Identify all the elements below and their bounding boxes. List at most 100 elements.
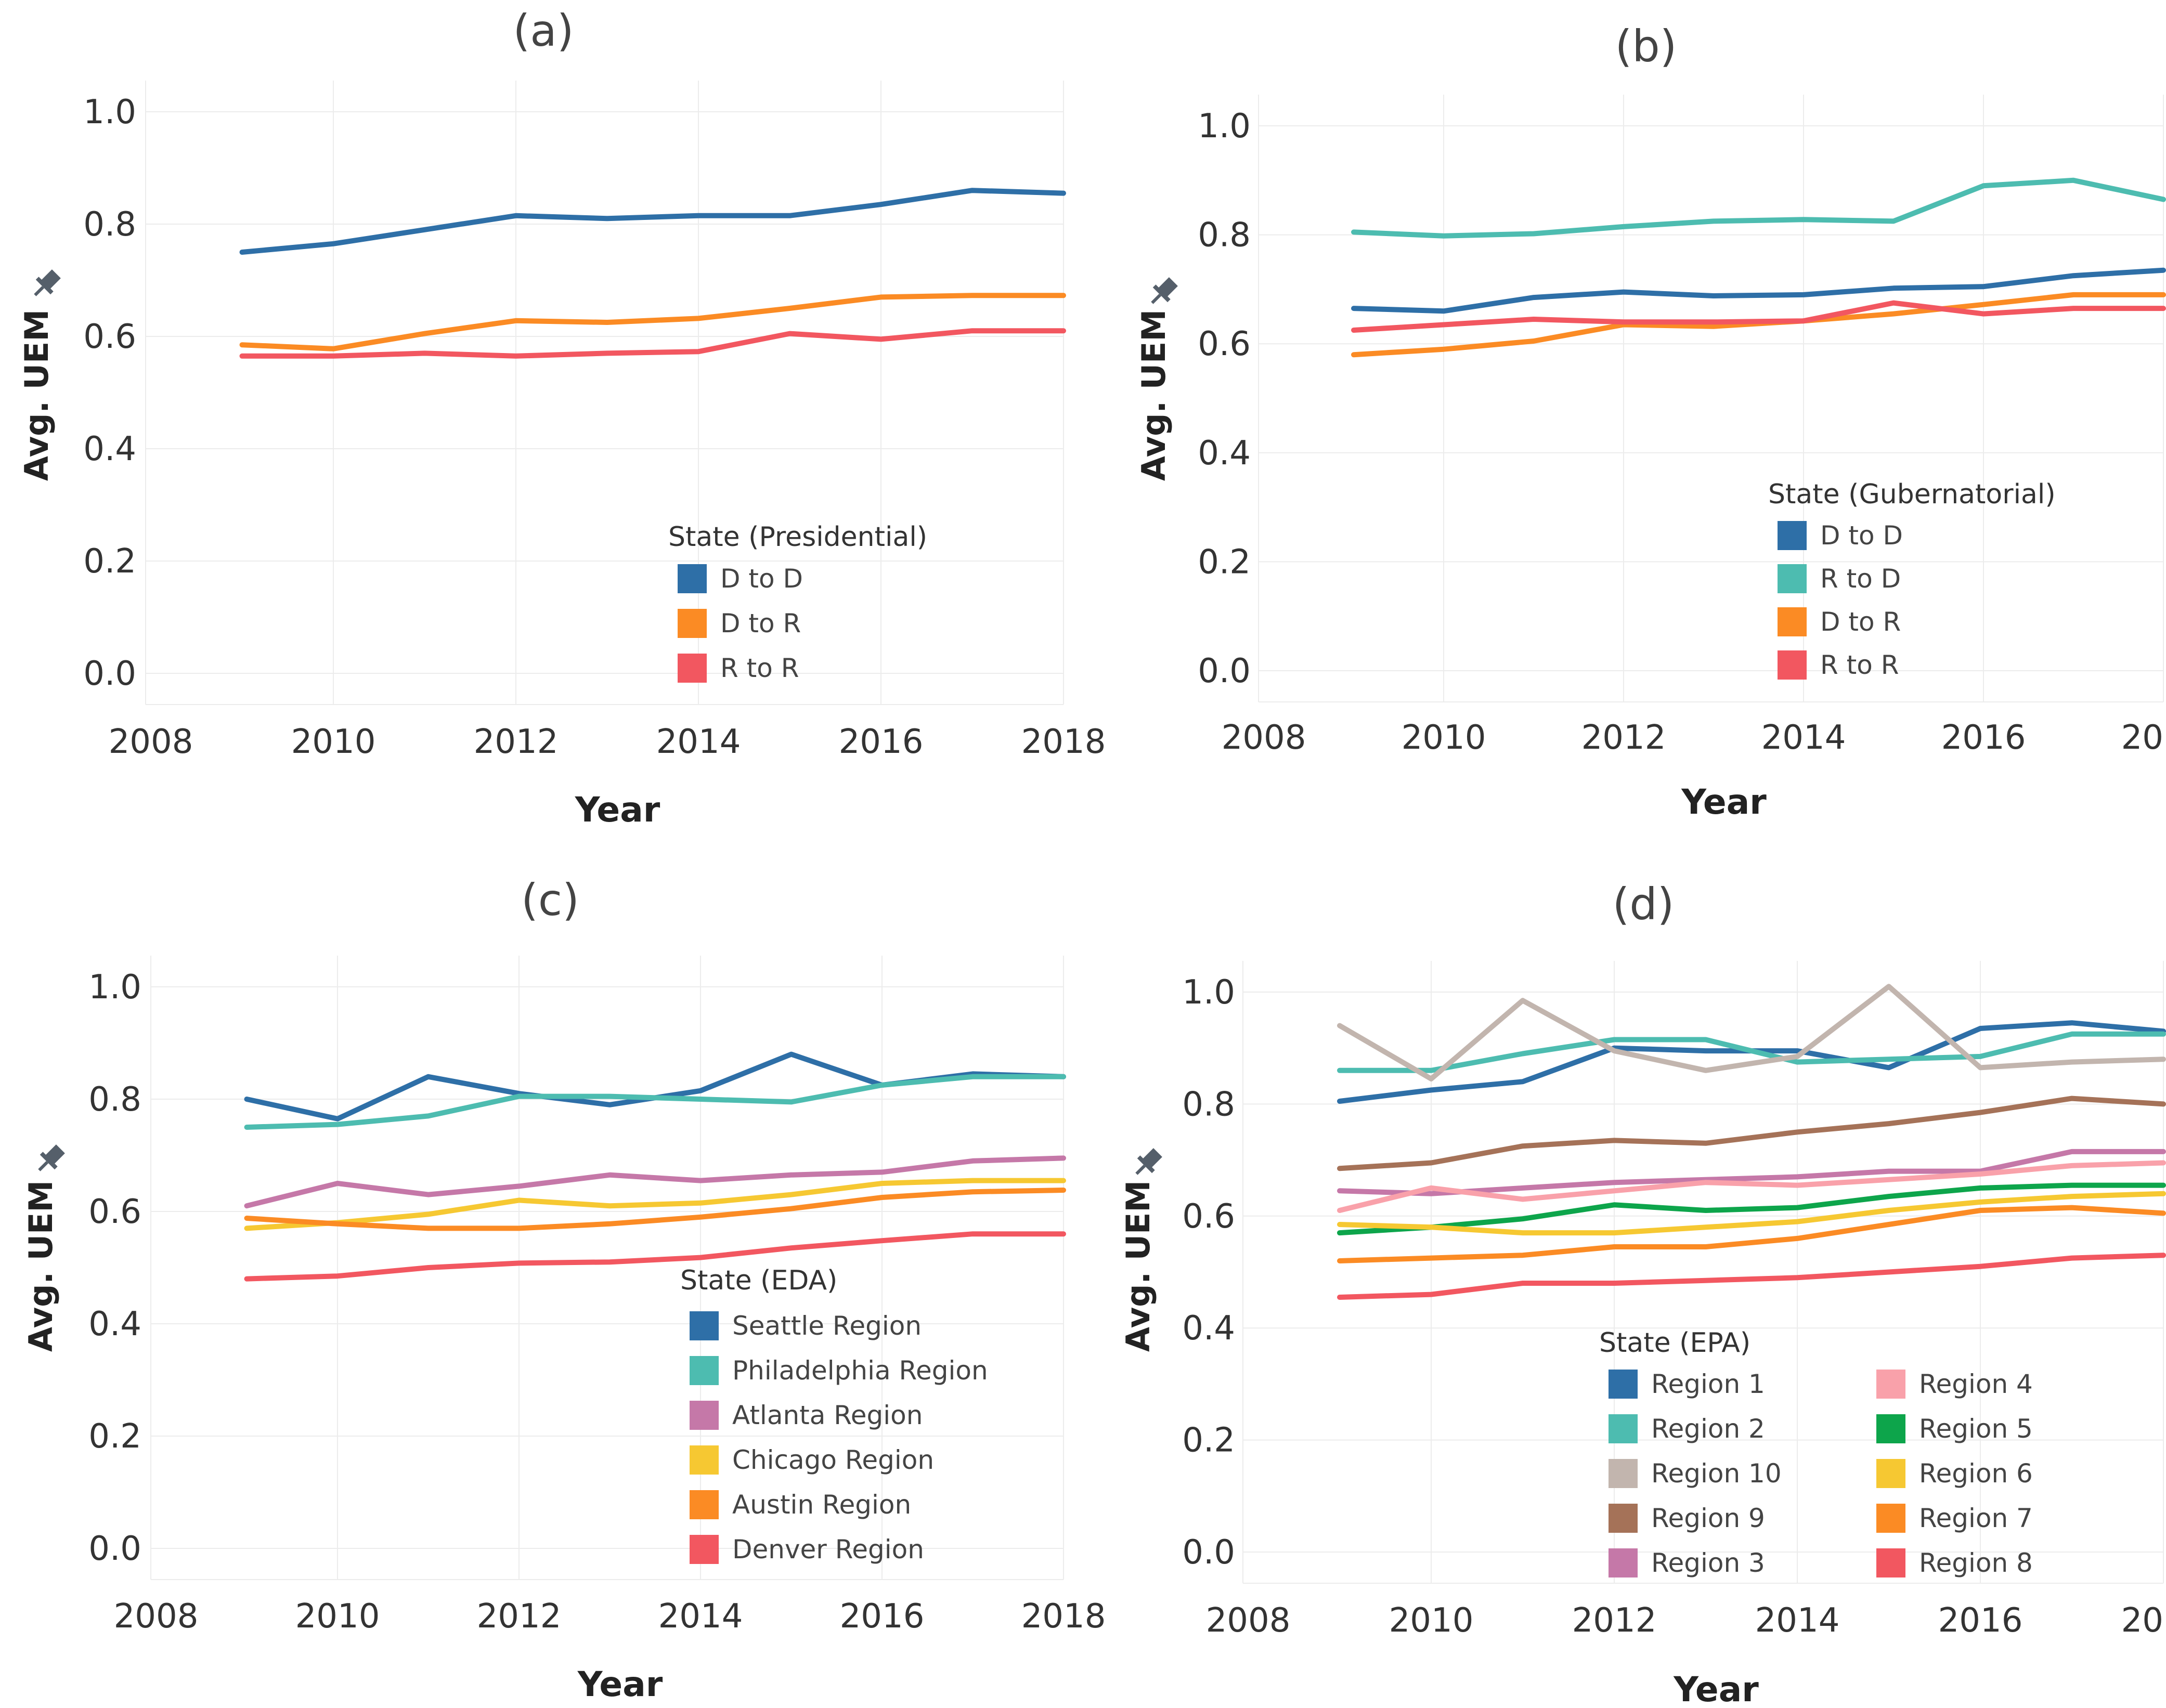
legend-label: R to R [1820,650,1899,680]
pin-icon-needle [1135,1164,1146,1175]
legend-item[interactable]: Region 1 [1609,1369,1765,1399]
legend-label: Region 7 [1919,1503,2033,1533]
pin-icon [34,269,61,296]
pin-icon [38,1144,65,1171]
legend-item[interactable]: Region 9 [1609,1503,1765,1533]
x-tick-label: 2008 [1222,719,1306,757]
legend-swatch [690,1535,719,1564]
legend-swatch [678,564,707,593]
legend-item[interactable]: Region 4 [1876,1369,2033,1399]
y-tick-label: 0.2 [1198,543,1251,581]
y-tick-label: 0.0 [1182,1533,1235,1572]
legend-title: State (Presidential) [668,521,927,553]
chart-title: (b) [1615,21,1677,72]
series-line [244,1155,1066,1209]
y-tick-label: 0.8 [1198,216,1251,255]
legend-swatch [1876,1414,1905,1443]
legend-item[interactable]: Denver Region [690,1534,924,1564]
legend-item[interactable]: Region 8 [1876,1548,2033,1578]
legend-item[interactable]: D to D [678,564,803,594]
y-axis-label: Avg. UEM [1135,309,1173,481]
pin-icon-collar [40,1152,58,1170]
x-axis-label: Year [1681,782,1767,822]
legend-swatch [1609,1548,1638,1577]
legend-label: Region 4 [1919,1369,2033,1399]
legend-title: State (Gubernatorial) [1768,479,2056,510]
legend-label: D to D [720,564,803,594]
y-tick-label: 0.6 [83,318,136,356]
legend-label: Denver Region [732,1534,924,1564]
legend-swatch [690,1490,719,1519]
series-line [1337,1149,2166,1196]
series-line [1351,177,2166,239]
y-tick-label: 0.0 [1198,652,1251,690]
legend-label: D to R [1820,607,1901,637]
x-tick-label: 2016 [1941,719,2026,757]
legend-item[interactable]: Atlanta Region [690,1400,923,1430]
x-tick-label: 2014 [658,1597,743,1636]
legend-label: R to R [720,653,799,683]
chart-panel: (a) 0.0 0.2 0.4 0.6 0.8 1.0 2008 2010 2012 2014 201… [18,5,1106,830]
y-tick-label: 0.4 [1182,1309,1235,1348]
y-tick-label: 0.4 [88,1305,141,1344]
legend-swatch [1778,650,1807,680]
series-line [1337,984,2166,1081]
pin-icon-collar [35,277,54,295]
series-line [244,1051,1066,1122]
legend-item[interactable]: Region 7 [1876,1503,2033,1533]
chart-title: (c) [521,875,579,925]
legend-item[interactable]: R to D [1778,564,1901,594]
legend-item[interactable]: Region 5 [1876,1414,2033,1444]
legend-item[interactable]: Austin Region [690,1490,911,1520]
y-tick-label: 1.0 [1182,973,1235,1012]
legend-item[interactable]: R to R [678,653,799,683]
y-tick-label: 0.4 [1198,434,1251,473]
y-axis-label: Avg. UEM [22,1180,60,1352]
legend-item[interactable]: Region 3 [1609,1548,1765,1578]
legend-swatch [1609,1370,1638,1399]
y-tick-label: 0.2 [1182,1422,1235,1460]
legend-label: Austin Region [732,1490,911,1520]
legend-label: R to D [1820,564,1901,594]
legend-title: State (EPA) [1599,1327,1750,1359]
legend-swatch [678,609,707,638]
legend-item[interactable]: D to D [1778,520,1903,551]
legend-item[interactable]: Seattle Region [690,1311,922,1341]
x-tick-label: 2018 [1021,1597,1106,1636]
legend-item[interactable]: Region 10 [1609,1458,1782,1489]
legend-item[interactable]: Chicago Region [690,1445,934,1475]
legend-label: Philadelphia Region [732,1355,988,1386]
x-tick-label: 2014 [1755,1601,1840,1640]
legend-swatch [1876,1370,1905,1399]
legend-swatch [1876,1459,1905,1488]
legend-label: Region 9 [1651,1503,1765,1533]
series-line [244,1178,1066,1231]
legend-item[interactable]: D to R [678,608,801,638]
legend-item[interactable]: Philadelphia Region [690,1355,988,1386]
pin-icon-collar [1152,284,1171,303]
legend-label: Region 10 [1651,1458,1782,1489]
legend-item[interactable]: Region 6 [1876,1458,2033,1489]
legend-swatch [678,654,707,683]
x-tick-label: 2008 [114,1597,199,1636]
series-line [239,188,1066,255]
y-tick-label: 0.8 [83,205,136,244]
x-tick-label: 2010 [291,723,376,761]
chart-title: (d) [1613,879,1675,930]
legend-swatch [690,1311,719,1340]
series-line [1351,300,2166,333]
legend-item[interactable]: Region 2 [1609,1414,1765,1444]
legend-swatch [1778,564,1807,593]
y-tick-label: 0.8 [1182,1085,1235,1124]
legend-swatch [1876,1548,1905,1577]
legend: State (Presidential) D to D D to R R to R [668,521,927,683]
x-tick-label: 2012 [1572,1601,1657,1640]
legend-label: Chicago Region [732,1445,934,1475]
y-tick-label: 0.8 [88,1080,141,1119]
legend-swatch [690,1356,719,1385]
x-tick-label: 2014 [1761,719,1846,757]
legend-item[interactable]: R to R [1778,650,1899,680]
legend-item[interactable]: D to R [1778,607,1901,637]
y-axis-label: Avg. UEM [1119,1180,1157,1352]
